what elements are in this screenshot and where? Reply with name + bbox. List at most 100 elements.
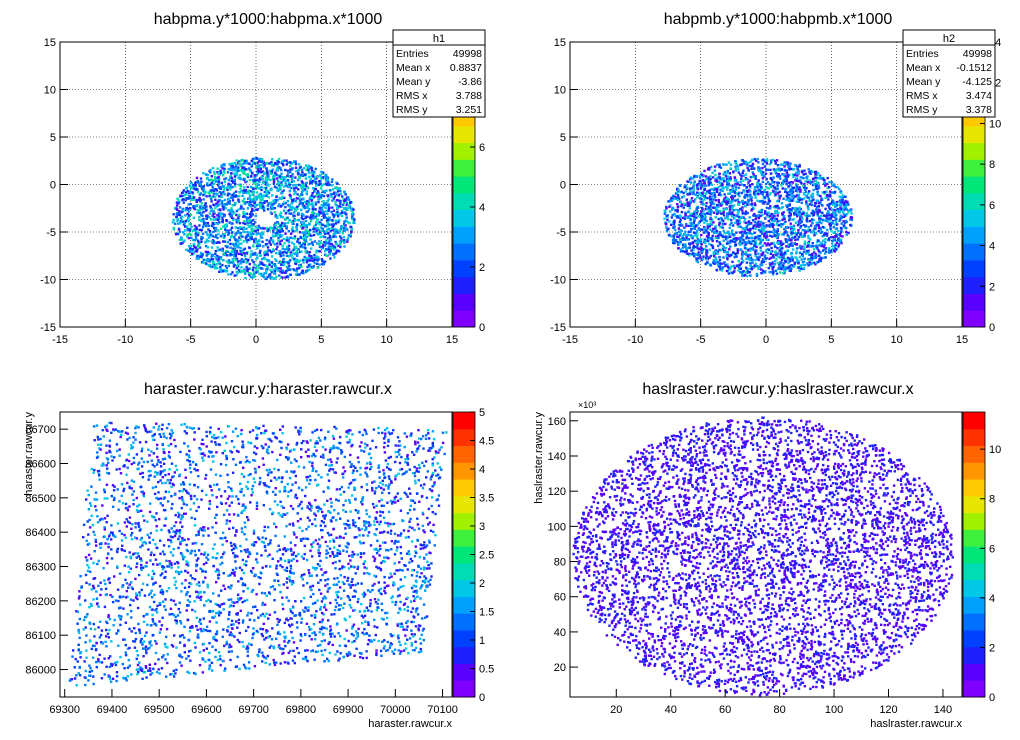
x-tick-label: -5 — [696, 334, 706, 346]
x-tick-label: 40 — [665, 704, 677, 716]
x-tick-label: -15 — [562, 334, 578, 346]
x-tick-label: 70100 — [427, 704, 458, 716]
x-tick-label: 5 — [828, 334, 834, 346]
y-tick-label: 86200 — [25, 596, 56, 608]
y-tick-label: 86500 — [25, 493, 56, 505]
color-palette — [962, 411, 986, 698]
stats-value: 3.474 — [966, 90, 992, 102]
pad-1: habpma.y*1000:habpma.x*1000 -15 -10 -5 0 5 10 1… — [40, 11, 486, 346]
stats-name: h1 — [433, 33, 445, 45]
stats-label: RMS x — [906, 90, 938, 102]
z-tick-label: 2 — [479, 262, 485, 274]
x-tick-label: 10 — [381, 334, 393, 346]
stats-label: Mean x — [396, 62, 431, 74]
chart-title: haslraster.rawcur.y:haslraster.rawcur.x — [642, 381, 913, 398]
z-tick-label: 2 — [989, 642, 995, 654]
y-tick-label: 10 — [554, 85, 566, 97]
stats-box: h2 Entries 49998 Mean x -0.1512 Mean y -4.125 R… — [902, 29, 996, 118]
z-tick-label: 2.5 — [479, 550, 494, 562]
stats-label: Mean y — [906, 76, 941, 88]
y-tick-label: 160 — [548, 416, 566, 428]
x-tick-label: 69300 — [49, 704, 80, 716]
x-tick-label: 80 — [773, 704, 785, 716]
z-tick-label: 4 — [479, 202, 485, 214]
x-tick-label: 69600 — [191, 704, 222, 716]
z-tick-label: 8 — [989, 494, 995, 506]
y-tick-label: 86600 — [25, 459, 56, 471]
x-tick-label: 15 — [956, 334, 968, 346]
x-tick-label: 10 — [891, 334, 903, 346]
y-tick-label: -15 — [40, 322, 56, 334]
plot-frame — [569, 411, 963, 698]
z-tick-label: 4 — [989, 241, 995, 253]
z-tick-label: 8 — [989, 159, 995, 171]
z-tick-label: 0 — [479, 692, 485, 704]
stats-value: 49998 — [963, 48, 992, 60]
stats-label: Entries — [396, 48, 429, 60]
x-tick-label: 70000 — [380, 704, 411, 716]
y-tick-label: 60 — [554, 592, 566, 604]
y-tick-label: 15 — [554, 37, 566, 49]
y-axis-label: haraster.rawcur.y — [23, 412, 35, 496]
chart-title: haraster.rawcur.y:haraster.rawcur.x — [144, 381, 392, 398]
y-tick-label: 10 — [44, 85, 56, 97]
x-tick-label: -5 — [186, 334, 196, 346]
z-tick-label: 2 — [479, 578, 485, 590]
z-tick-label: 6 — [479, 142, 485, 154]
y-tick-label: -10 — [40, 275, 56, 287]
stats-value: -3.86 — [458, 76, 482, 88]
stats-label: RMS x — [396, 90, 428, 102]
z-tick-label: 6 — [989, 543, 995, 555]
z-tick-label: 2 — [989, 281, 995, 293]
x-tick-label: 69900 — [333, 704, 364, 716]
pad-3: haraster.rawcur.y:haraster.rawcur.x 69300… — [23, 381, 494, 730]
stats-value: 3.788 — [456, 90, 482, 102]
x-axis-label: haraster.rawcur.x — [368, 718, 452, 730]
x-tick-label: 5 — [318, 334, 324, 346]
x-tick-label: 0 — [253, 334, 259, 346]
x-tick-label: -15 — [52, 334, 68, 346]
y-tick-label: 86400 — [25, 527, 56, 539]
x-tick-label: 0 — [763, 334, 769, 346]
scatter-points — [171, 157, 356, 281]
y-axis-label: haslraster.rawcur.y — [533, 412, 545, 504]
z-tick-label: 10 — [989, 118, 1001, 130]
y-tick-label: 120 — [548, 486, 566, 498]
plot-frame — [59, 411, 453, 698]
z-tick-label: 4 — [479, 464, 485, 476]
y-tick-label: 15 — [44, 37, 56, 49]
x-tick-label: -10 — [117, 334, 133, 346]
stats-label: Mean y — [396, 76, 431, 88]
y-tick-label: 5 — [50, 132, 56, 144]
y-tick-label: -10 — [550, 275, 566, 287]
y-axis-multiplier: ×10³ — [578, 400, 596, 410]
z-tick-label: 0 — [479, 322, 485, 334]
x-tick-label: 69800 — [286, 704, 317, 716]
pad-4: haslraster.rawcur.y:haslraster.rawcur.x 2… — [533, 381, 1001, 730]
y-tick-label: -15 — [550, 322, 566, 334]
scatter-points — [68, 421, 448, 687]
stats-value: 49998 — [453, 48, 482, 60]
z-tick-label: 0 — [989, 322, 995, 334]
z-tick-label: 1 — [479, 635, 485, 647]
color-palette — [452, 411, 476, 698]
y-tick-label: 80 — [554, 557, 566, 569]
y-tick-label: -5 — [556, 227, 566, 239]
x-tick-label: 15 — [446, 334, 458, 346]
z-tick-label: 3 — [479, 521, 485, 533]
z-tick-label: 5 — [479, 407, 485, 419]
y-tick-label: 0 — [560, 180, 566, 192]
scatter-points — [572, 416, 954, 697]
y-tick-label: 86000 — [25, 665, 56, 677]
x-tick-label: 20 — [610, 704, 622, 716]
x-tick-label: 69700 — [238, 704, 269, 716]
z-tick-label: 10 — [989, 444, 1001, 456]
z-tick-label: 3.5 — [479, 493, 494, 505]
stats-value: -4.125 — [962, 76, 992, 88]
y-tick-label: 86300 — [25, 562, 56, 574]
z-tick-label: 0.5 — [479, 664, 494, 676]
chart-title: habpma.y*1000:habpma.x*1000 — [154, 11, 383, 28]
z-tick-label: 4 — [989, 593, 995, 605]
stats-box: h1 Entries 49998 Mean x 0.8837 Mean y -3.86 RMS… — [392, 29, 486, 118]
